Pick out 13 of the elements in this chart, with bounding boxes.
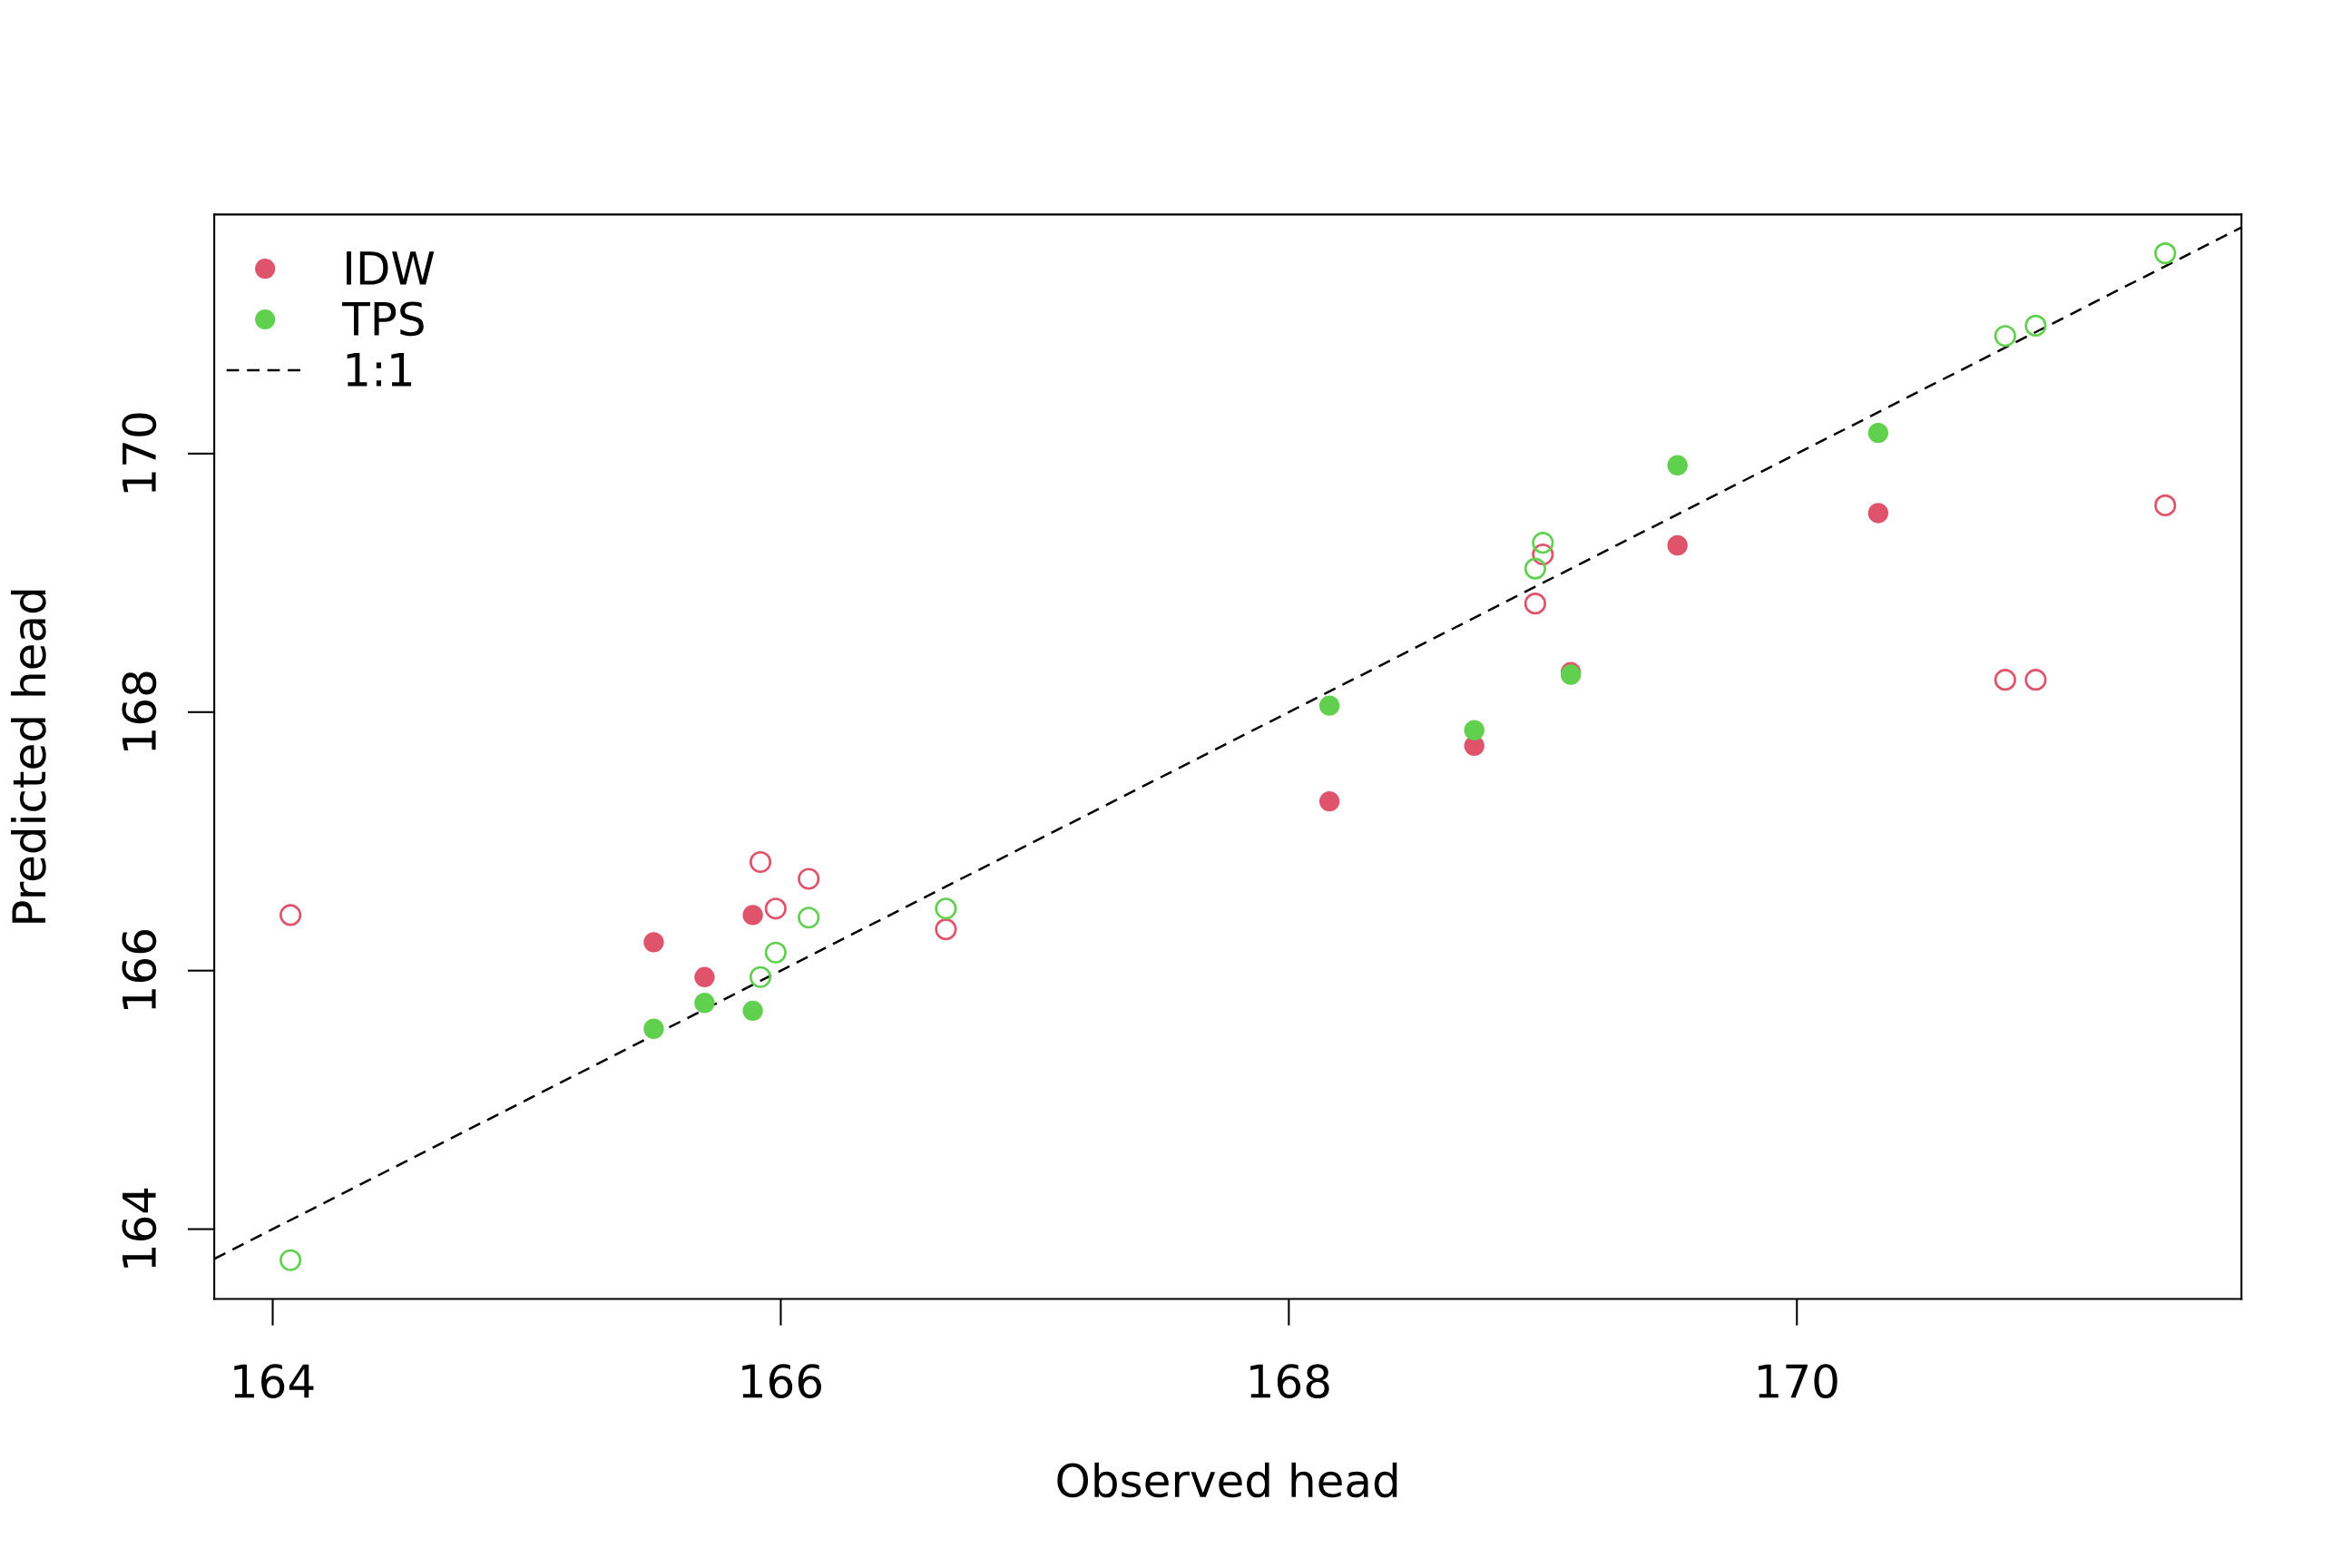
legend-label: TPS xyxy=(342,301,424,337)
y-tick-label: 168 xyxy=(122,671,157,751)
y-tick-label: 164 xyxy=(122,1188,157,1268)
legend-label: IDW xyxy=(347,251,435,285)
y-tick-label: 170 xyxy=(122,413,157,493)
x-tick-label: 164 xyxy=(234,1364,314,1399)
legend-label: 1:1 xyxy=(347,352,412,387)
x-tick-label: 166 xyxy=(742,1364,821,1399)
x-tick-label: 168 xyxy=(1250,1364,1329,1399)
y-axis-title: Predicted head xyxy=(10,590,46,923)
x-tick-label: 170 xyxy=(1759,1364,1838,1399)
x-axis-title: Observed head xyxy=(1057,1462,1397,1498)
y-tick-label: 166 xyxy=(122,930,157,1009)
